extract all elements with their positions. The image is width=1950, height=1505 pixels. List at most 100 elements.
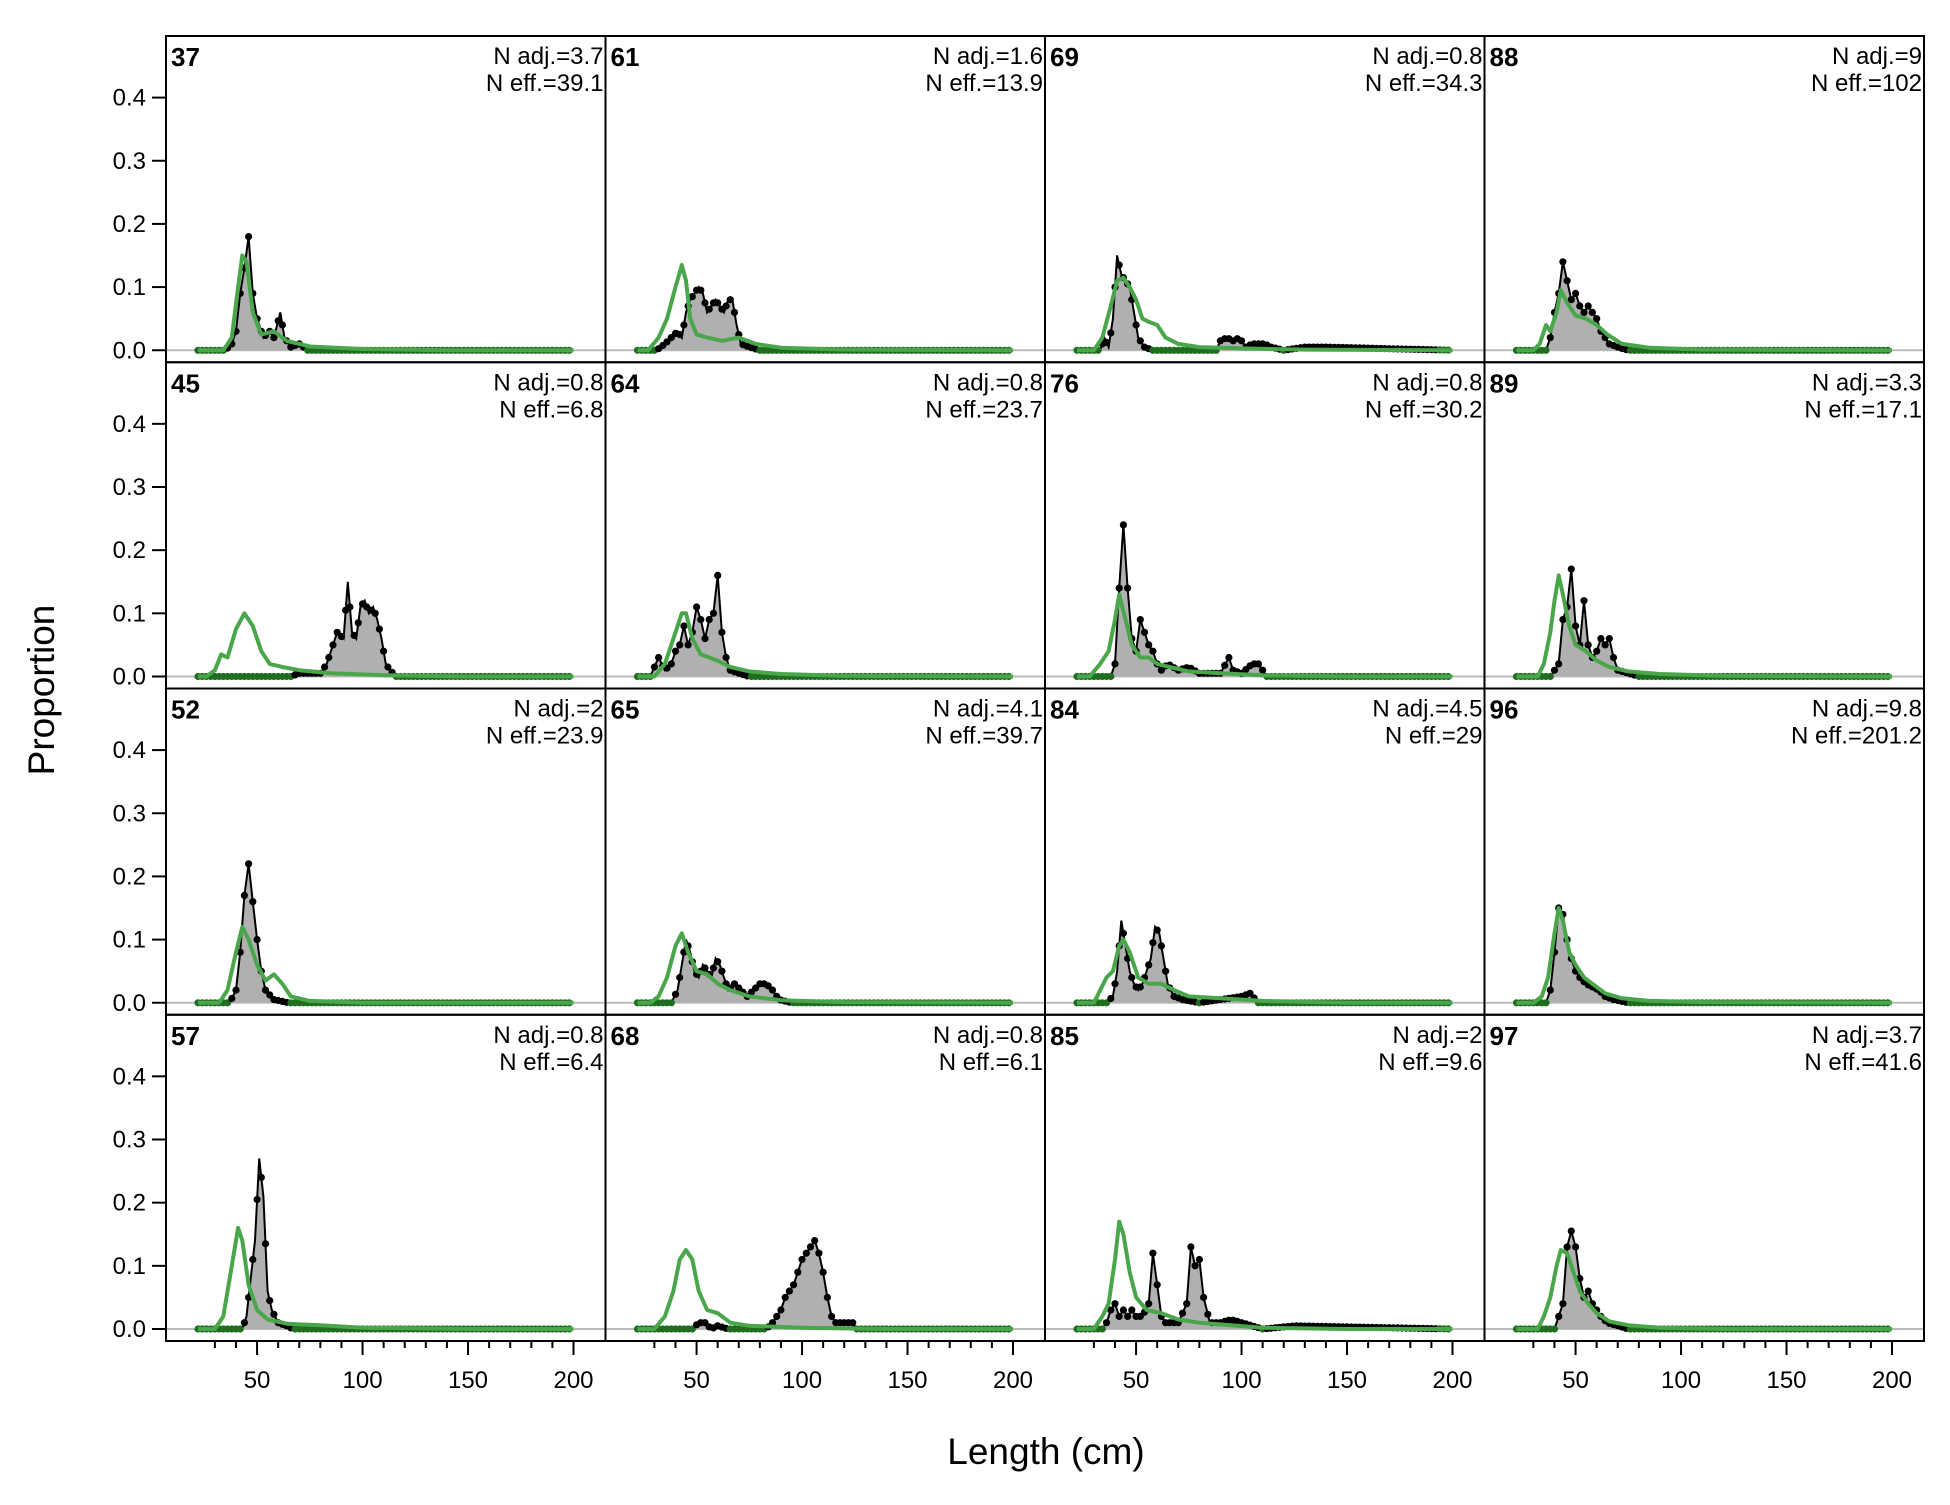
observed-point (278, 321, 286, 329)
observed-point (1107, 994, 1115, 1003)
observed-point (1149, 1249, 1157, 1257)
expected-line (1077, 592, 1453, 679)
y-tick-label: 0.3 (113, 800, 146, 827)
observed-point (1136, 337, 1144, 345)
observed-point (714, 571, 722, 580)
observed-point (270, 334, 278, 342)
y-tick-label: 0.0 (113, 1316, 146, 1343)
n-adj-label: N adj.=3.7 (1812, 1022, 1922, 1049)
observed-point (245, 233, 253, 241)
observed-point (650, 663, 659, 671)
observed-point (1221, 661, 1229, 670)
panel-id-label: 45 (171, 368, 200, 398)
observed-point (354, 619, 362, 627)
observed-point (726, 296, 734, 304)
observed-point (240, 891, 248, 900)
expected-line (1516, 288, 1893, 353)
observed-point (684, 641, 692, 649)
expected-line (198, 611, 574, 679)
observed-point (1259, 666, 1267, 674)
observed-point (1145, 961, 1153, 969)
panel-id-label: 84 (1050, 695, 1079, 725)
observed-point (693, 603, 701, 611)
observed-point (1601, 641, 1609, 649)
observed-point (697, 616, 705, 624)
observed-point (1254, 660, 1262, 668)
observed-point (1102, 338, 1111, 346)
expected-line (1077, 275, 1453, 353)
observed-point (718, 967, 726, 975)
panel-88: 88 N adj.=9N eff.=102 (1483, 35, 1925, 364)
observed-point (1550, 666, 1559, 674)
observed-point (1559, 258, 1567, 266)
panel-76: 76 N adj.=0.8N eff.=30.2 (1044, 361, 1486, 690)
expected-line (1077, 937, 1453, 1005)
n-adj-label: N adj.=0.8 (493, 1022, 603, 1049)
panel-57: 57 N adj.=0.8N eff.=6.4 (165, 1013, 607, 1342)
observed-point (819, 1268, 827, 1276)
observed-point (1124, 1312, 1132, 1320)
observed-point (1567, 1227, 1575, 1235)
observed-point (773, 1312, 781, 1320)
panel-64: 64 N adj.=0.8N eff.=23.7 (604, 361, 1046, 690)
panel-id-label: 85 (1050, 1021, 1079, 1051)
observed-area (1077, 255, 1453, 351)
y-tick-label: 0.1 (113, 1253, 146, 1280)
observed-point (718, 628, 726, 636)
observed-point (384, 663, 392, 671)
n-adj-label: N adj.=0.8 (1372, 43, 1482, 70)
observed-point (257, 1173, 265, 1181)
panel-37: 37 N adj.=3.7N eff.=39.1 (165, 35, 607, 364)
x-tick-label: 50 (1562, 1367, 1589, 1394)
n-eff-label: N eff.=6.1 (939, 1049, 1043, 1076)
observed-point (1153, 1281, 1161, 1289)
observed-point (1195, 1255, 1203, 1264)
observed-point (828, 1312, 836, 1320)
n-eff-label: N eff.=201.2 (1791, 723, 1922, 750)
observed-point (380, 647, 388, 655)
observed-point (1550, 1325, 1559, 1333)
observed-point (1542, 346, 1550, 354)
panel-id-label: 64 (611, 368, 640, 398)
observed-point (1111, 660, 1119, 668)
observed-point (785, 1287, 794, 1295)
x-tick-label: 100 (782, 1367, 822, 1394)
observed-point (1115, 1312, 1123, 1320)
n-adj-label: N adj.=1.6 (933, 43, 1043, 70)
observed-point (1107, 329, 1115, 337)
panel-id-label: 97 (1490, 1021, 1519, 1051)
observed-point (790, 1281, 798, 1289)
panel-96: 96 N adj.=9.8N eff.=201.2 (1483, 687, 1925, 1016)
panel-id-label: 65 (611, 695, 640, 725)
y-tick-label: 0.1 (113, 600, 146, 627)
observed-point (705, 305, 713, 313)
observed-point (1580, 308, 1588, 316)
observed-point (1157, 942, 1165, 950)
observed-point (1107, 672, 1115, 681)
y-tick-label: 0.2 (113, 211, 146, 238)
observed-point (1559, 1300, 1567, 1308)
observed-point (1115, 261, 1123, 269)
n-adj-label: N adj.=0.8 (1372, 369, 1482, 396)
observed-point (697, 286, 705, 294)
panel-84: 84 N adj.=4.5N eff.=29 (1044, 687, 1486, 1016)
observed-point (350, 631, 358, 640)
observed-point (1225, 653, 1233, 662)
observed-point (671, 647, 680, 655)
observed-point (232, 986, 240, 994)
observed-point (701, 635, 709, 643)
observed-point (1584, 1287, 1592, 1295)
panel-id-label: 37 (171, 42, 200, 72)
observed-point (249, 898, 257, 906)
observed-point (709, 964, 718, 972)
observed-point (1546, 672, 1554, 681)
observed-point (798, 1255, 806, 1264)
panel-id-label: 57 (171, 1021, 200, 1051)
observed-point (1584, 641, 1592, 649)
observed-point (375, 625, 383, 633)
x-tick-label: 100 (343, 1367, 383, 1394)
x-axis-title: Length (cm) (947, 1431, 1144, 1472)
observed-point (1572, 622, 1580, 630)
panel-97: 97 N adj.=3.7N eff.=41.6 (1483, 1013, 1925, 1342)
